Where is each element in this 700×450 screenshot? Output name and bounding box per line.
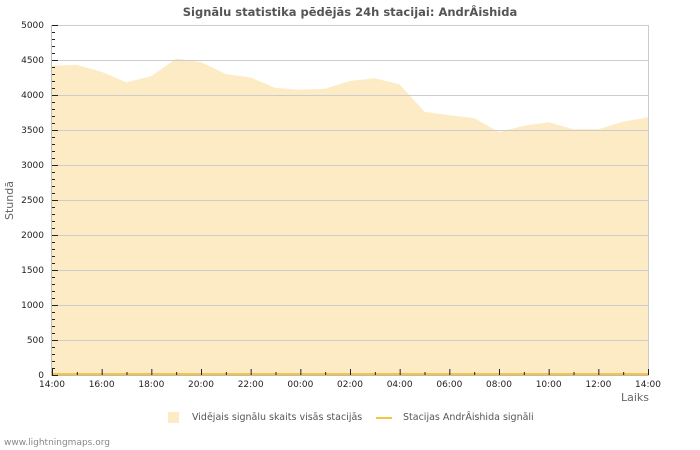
x-tick-label: 22:00 (238, 380, 264, 390)
legend-item-station[interactable]: Stacijas AndrÂishida signāli (376, 412, 534, 423)
x-tick-label: 02:00 (337, 380, 363, 390)
x-tick-label: 06:00 (436, 380, 462, 390)
y-tick-label: 4000 (21, 91, 44, 101)
legend-label-station: Stacijas AndrÂishida signāli (403, 412, 534, 423)
x-tick-label: 14:00 (39, 380, 65, 390)
x-tick-label: 12:00 (585, 380, 611, 390)
y-tick-label: 1500 (21, 266, 44, 276)
x-tick-label: 08:00 (486, 380, 512, 390)
y-tick-label: 5000 (21, 21, 44, 31)
y-tick-label: 4500 (21, 56, 44, 66)
legend: Vidējais signālu skaits visās stacijās S… (0, 412, 700, 426)
x-tick-label: 20:00 (188, 380, 214, 390)
x-tick-label: 14:00 (635, 380, 661, 390)
x-tick-label: 18:00 (138, 380, 164, 390)
y-tick-label: 3500 (21, 126, 44, 136)
legend-label-average: Vidējais signālu skaits visās stacijās (192, 412, 363, 423)
x-tick-label: 16:00 (89, 380, 115, 390)
line-swatch-icon (376, 416, 392, 419)
chart-title: Signālu statistika pēdējās 24h stacijai:… (182, 5, 518, 19)
x-tick-label: 10:00 (536, 380, 562, 390)
area-swatch-icon (168, 412, 179, 423)
y-tick-label: 0 (38, 371, 44, 381)
footer-credit: www.lightningmaps.org (4, 438, 110, 448)
x-tick-label: 04:00 (387, 380, 413, 390)
y-tick-label: 2000 (21, 231, 44, 241)
y-tick-label: 1000 (21, 301, 44, 311)
y-tick-label: 2500 (21, 196, 44, 206)
x-tick-label: 00:00 (287, 380, 313, 390)
average-signals-area (52, 58, 648, 375)
y-axis-label: Stundā (3, 181, 16, 220)
legend-item-average[interactable]: Vidējais signālu skaits visās stacijās (168, 412, 362, 423)
x-axis-label: Laiks (621, 391, 650, 404)
y-tick-label: 3000 (21, 161, 44, 171)
y-tick-label: 500 (27, 336, 44, 346)
